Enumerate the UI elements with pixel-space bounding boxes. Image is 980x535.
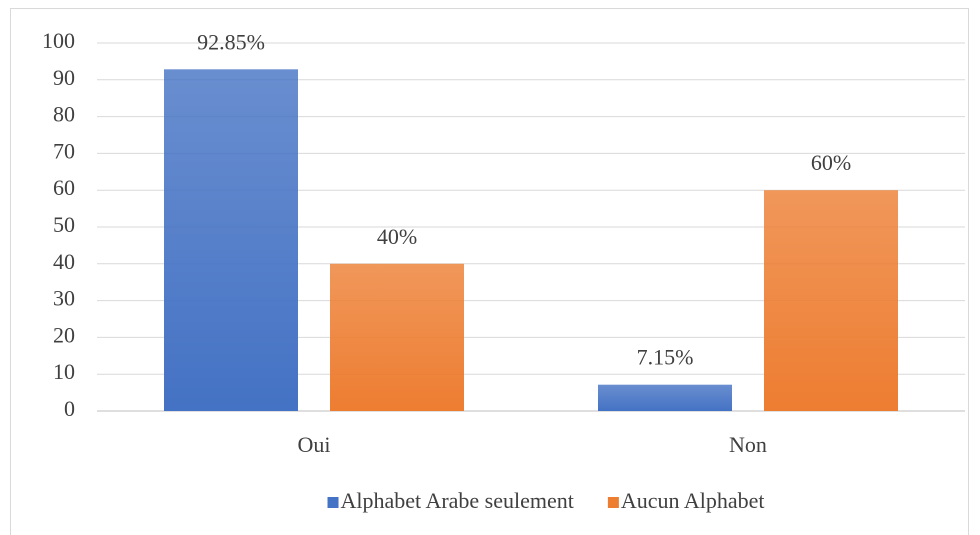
data-label: 92.85% [197, 29, 265, 54]
bar [164, 69, 298, 411]
legend-label: Alphabet Arabe seulement [341, 488, 574, 513]
y-tick-label: 40 [53, 249, 75, 274]
x-tick-label: Oui [298, 432, 331, 457]
data-label: 40% [377, 224, 417, 249]
data-label: 7.15% [637, 345, 694, 370]
y-tick-label: 10 [53, 359, 75, 384]
bar [598, 384, 732, 411]
x-tick-label: Non [729, 432, 767, 457]
y-tick-label: 50 [53, 212, 75, 237]
y-tick-label: 60 [53, 175, 75, 200]
bar [764, 190, 898, 411]
y-tick-label: 100 [42, 28, 75, 53]
y-tick-label: 90 [53, 65, 75, 90]
y-tick-label: 0 [64, 396, 75, 421]
y-tick-label: 80 [53, 102, 75, 127]
legend-swatch [607, 497, 619, 508]
bar [330, 263, 464, 411]
y-tick-label: 30 [53, 286, 75, 311]
y-tick-label: 20 [53, 322, 75, 347]
y-tick-label: 70 [53, 138, 75, 163]
data-label: 60% [811, 150, 851, 175]
legend-swatch [327, 497, 339, 508]
legend-label: Aucun Alphabet [621, 488, 765, 513]
